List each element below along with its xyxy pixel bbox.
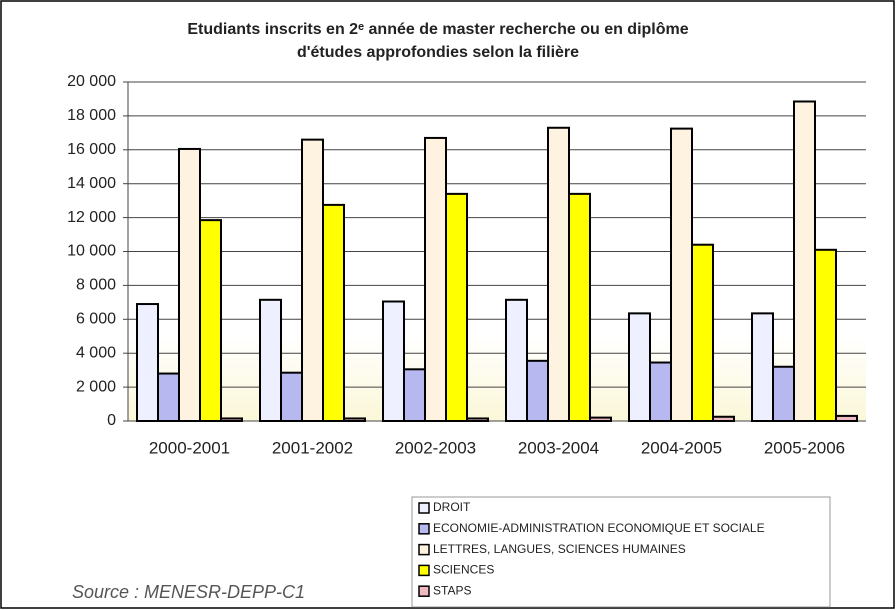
- bar: [505, 298, 528, 422]
- bar: [403, 368, 426, 422]
- y-tick-label: 20 000: [67, 73, 116, 90]
- bar: [178, 147, 201, 422]
- bar: [712, 415, 735, 423]
- y-tick-label: 0: [107, 412, 116, 429]
- bar: [691, 243, 714, 422]
- y-tick-label: 10 000: [67, 243, 116, 260]
- legend-label: LETTRES, LANGUES, SCIENCES HUMAINES: [433, 542, 686, 556]
- legend-swatch: [418, 543, 430, 556]
- y-tick-label: 2 000: [76, 378, 116, 395]
- bar: [199, 219, 222, 422]
- bar: [670, 127, 693, 423]
- bar: [649, 361, 672, 422]
- legend-label: SCIENCES: [433, 563, 494, 577]
- bar: [526, 359, 549, 423]
- legend-swatch: [418, 502, 430, 514]
- bar: [547, 126, 570, 422]
- y-tick-label: 4 000: [76, 344, 116, 361]
- bar: [466, 417, 489, 422]
- y-tick-label: 6 000: [76, 311, 116, 328]
- bar: [568, 192, 591, 422]
- bar: [136, 303, 159, 423]
- x-tick-label: 2005-2006: [764, 438, 845, 457]
- bar: [589, 416, 612, 422]
- chart-title: d'études approfondies selon la filière: [297, 44, 579, 61]
- bar: [382, 300, 405, 422]
- x-tick-label: 2003-2004: [518, 438, 599, 457]
- bar: [814, 248, 837, 422]
- bar: [424, 136, 447, 422]
- bar: [772, 365, 795, 423]
- bar: [343, 417, 366, 422]
- bar: [259, 298, 282, 422]
- bar: [322, 203, 345, 422]
- legend-label: ECONOMIE-ADMINISTRATION ECONOMIQUE ET SO…: [433, 521, 765, 535]
- y-tick-label: 16 000: [67, 141, 116, 158]
- y-tick-label: 18 000: [67, 107, 116, 124]
- x-tick-label: 2000-2001: [149, 438, 230, 457]
- y-tick-label: 14 000: [67, 175, 116, 192]
- bar: [445, 192, 468, 422]
- source: Source : MENESR-DEPP-C1: [72, 582, 305, 602]
- bar: [220, 417, 243, 422]
- bar: [793, 100, 816, 423]
- legend-swatch: [418, 585, 430, 597]
- legend-label: DROIT: [433, 500, 471, 514]
- legend-swatch: [418, 523, 430, 535]
- bar: [301, 138, 324, 422]
- legend-swatch: [418, 564, 430, 577]
- chart-title: Etudiants inscrits en 2ᵉ année de master…: [187, 21, 688, 38]
- y-tick-label: 12 000: [67, 209, 116, 226]
- bar: [280, 371, 303, 423]
- bar: [157, 372, 180, 423]
- x-tick-label: 2002-2003: [395, 438, 476, 457]
- legend: [411, 496, 831, 608]
- y-tick-label: 8 000: [76, 277, 116, 294]
- bar: [751, 312, 774, 422]
- bar: [628, 312, 651, 422]
- x-tick-label: 2004-2005: [641, 438, 722, 457]
- bar: [835, 414, 858, 423]
- legend-label: STAPS: [433, 583, 471, 597]
- x-tick-label: 2001-2002: [272, 438, 353, 457]
